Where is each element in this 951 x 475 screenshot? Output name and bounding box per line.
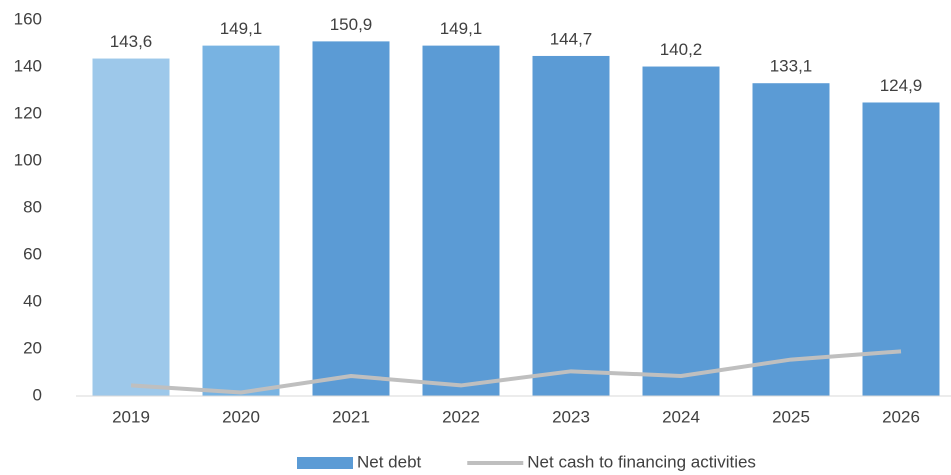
y-tick-label: 120 [14,103,42,122]
y-tick-label: 0 [33,385,42,404]
data-label: 149,1 [440,19,483,38]
bar [862,102,940,397]
y-tick-label: 80 [23,197,42,216]
y-tick-label: 40 [23,291,42,310]
y-tick-label: 160 [14,9,42,28]
x-tick-label: 2022 [442,407,480,426]
legend-label: Net cash to financing activities [527,452,756,471]
bar [532,55,610,396]
legend-swatch [297,457,353,469]
y-tick-label: 140 [14,56,42,75]
data-label: 133,1 [770,57,813,76]
data-label: 150,9 [330,15,373,34]
x-tick-label: 2023 [552,407,590,426]
y-tick-label: 20 [23,338,42,357]
legend-label: Net debt [357,452,422,471]
x-tick-label: 2021 [332,407,370,426]
x-tick-label: 2020 [222,407,260,426]
x-tick-label: 2019 [112,407,150,426]
bar [92,58,170,396]
bar [752,83,830,396]
line [130,349,902,395]
data-label: 149,1 [220,19,263,38]
y-tick-label: 100 [14,150,42,169]
data-label: 140,2 [660,40,703,59]
data-label: 143,6 [110,32,153,51]
bar [312,41,390,396]
data-label: 124,9 [880,76,923,95]
bar [202,45,280,397]
data-label: 144,7 [550,29,593,48]
bar [422,45,500,397]
x-tick-label: 2024 [662,407,700,426]
y-tick-label: 60 [23,244,42,263]
bar [642,66,720,396]
x-tick-label: 2025 [772,407,810,426]
x-tick-label: 2026 [882,407,920,426]
